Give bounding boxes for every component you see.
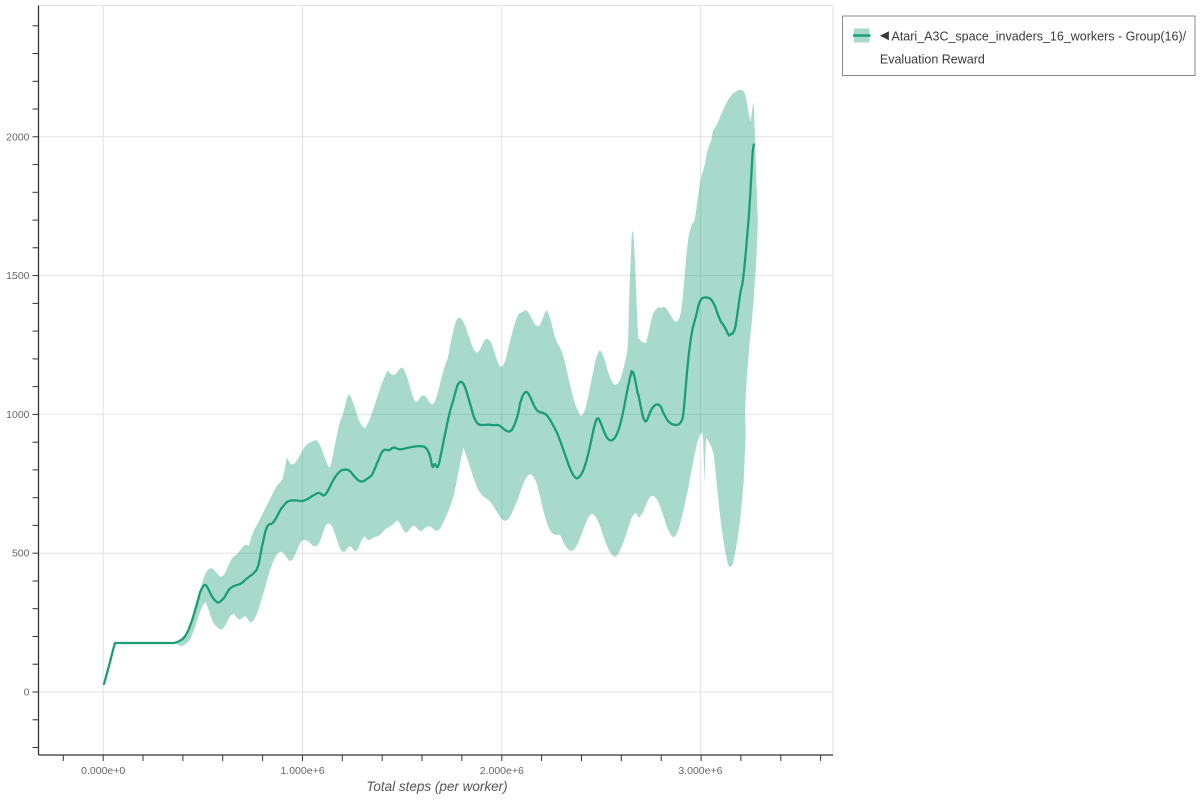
svg-text:2.000e+6: 2.000e+6 xyxy=(480,765,524,777)
svg-text:Evaluation Reward: Evaluation Reward xyxy=(880,53,985,67)
svg-text:1.000e+6: 1.000e+6 xyxy=(280,765,324,777)
svg-text:1500: 1500 xyxy=(6,270,30,282)
svg-text:Atari_A3C_space_invaders_16_wo: Atari_A3C_space_invaders_16_workers - Gr… xyxy=(892,30,1187,44)
svg-text:1000: 1000 xyxy=(6,409,30,421)
svg-text:500: 500 xyxy=(12,548,30,560)
svg-text:Total steps (per worker): Total steps (per worker) xyxy=(366,779,507,794)
svg-text:0.000e+0: 0.000e+0 xyxy=(81,765,125,777)
svg-text:0: 0 xyxy=(24,687,30,699)
svg-text:2000: 2000 xyxy=(6,131,30,143)
svg-text:3.000e+6: 3.000e+6 xyxy=(678,765,722,777)
